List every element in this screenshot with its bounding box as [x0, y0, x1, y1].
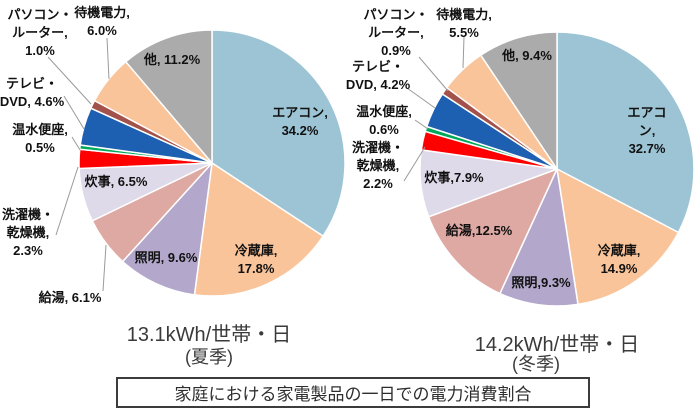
winter-pie-slice-エアコン	[556, 31, 695, 234]
summer-label-leader-line	[71, 136, 81, 151]
summer-total-caption: 13.1kWh/世帯・日	[126, 324, 292, 346]
summer-other-label: 他, 11.2%	[143, 52, 201, 67]
winter-pie-slice-照明	[499, 168, 579, 307]
winter-total-caption: 14.2kWh/世帯・日	[474, 334, 640, 356]
winter-pie-slice-他	[480, 31, 558, 170]
winter-label-leader-line	[418, 56, 449, 92]
summer-cooking-label: 炊事, 6.5%	[84, 174, 148, 189]
winter-label-leader-line	[406, 87, 436, 109]
summer-label-leader-line	[102, 244, 107, 292]
summer-pc-router-label: パソコン・ ルーター, 1.0%	[7, 7, 73, 58]
winter-aircon-label: エアコン, 32.7%	[627, 105, 667, 156]
winter-pc-router-label: パソコン・ ルーター, 0.9%	[363, 7, 429, 58]
summer-toilet-seat-label: 温水便座, 0.5%	[12, 122, 68, 155]
winter-pie-slice-冷蔵庫	[556, 168, 680, 306]
summer-hot-water-label: 給湯, 6.1%	[38, 290, 102, 305]
summer-pie-slice-他	[125, 29, 213, 164]
summer-fridge-label: 冷蔵庫, 17.8%	[234, 243, 278, 276]
summer-label-leader-line	[63, 95, 85, 130]
summer-season-caption: (夏季)	[185, 347, 233, 367]
page-title-box: 家庭における家電製品の一日での電力消費割合	[116, 377, 590, 408]
winter-standby-label: 待機電力, 5.5%	[436, 7, 492, 40]
winter-lighting-label: 照明,9.3%	[511, 275, 571, 290]
summer-standby-label: 待機電力, 6.0%	[74, 5, 130, 38]
winter-hot-water-label: 給湯,12.5%	[445, 223, 513, 238]
summer-aircon-label: エアコン, 34.2%	[272, 105, 328, 138]
summer-label-leader-line	[55, 166, 79, 236]
winter-label-leader-line	[462, 36, 465, 69]
winter-label-leader-line	[414, 119, 429, 130]
winter-pie-slice-給湯	[427, 168, 558, 295]
summer-pie-slice-照明	[121, 162, 213, 296]
summer-washer-dryer-label: 洗濯機・ 乾燥機, 2.3%	[1, 207, 55, 258]
summer-pie-slice-冷蔵庫	[193, 162, 324, 297]
winter-other-label: 他, 9.4%	[502, 48, 552, 63]
summer-tv-dvd-label: テレビ・ DVD, 4.6%	[0, 76, 65, 109]
winter-cooking-label: 炊事,7.9%	[424, 170, 484, 185]
winter-label-leader-line	[403, 146, 426, 182]
winter-tv-dvd-label: テレビ・ DVD, 4.2%	[345, 59, 411, 92]
summer-label-leader-line	[47, 56, 92, 105]
summer-lighting-label: 照明, 9.6%	[134, 250, 198, 265]
page-title: 家庭における家電製品の一日での電力消費割合	[174, 385, 532, 404]
summer-label-leader-line	[106, 37, 110, 80]
winter-season-caption: (冬季)	[512, 354, 560, 374]
winter-washer-dryer-label: 洗濯機・ 乾燥機, 2.2%	[351, 140, 405, 191]
winter-fridge-label: 冷蔵庫, 14.9%	[597, 243, 641, 276]
winter-toilet-seat-label: 温水便座, 0.6%	[356, 104, 412, 137]
